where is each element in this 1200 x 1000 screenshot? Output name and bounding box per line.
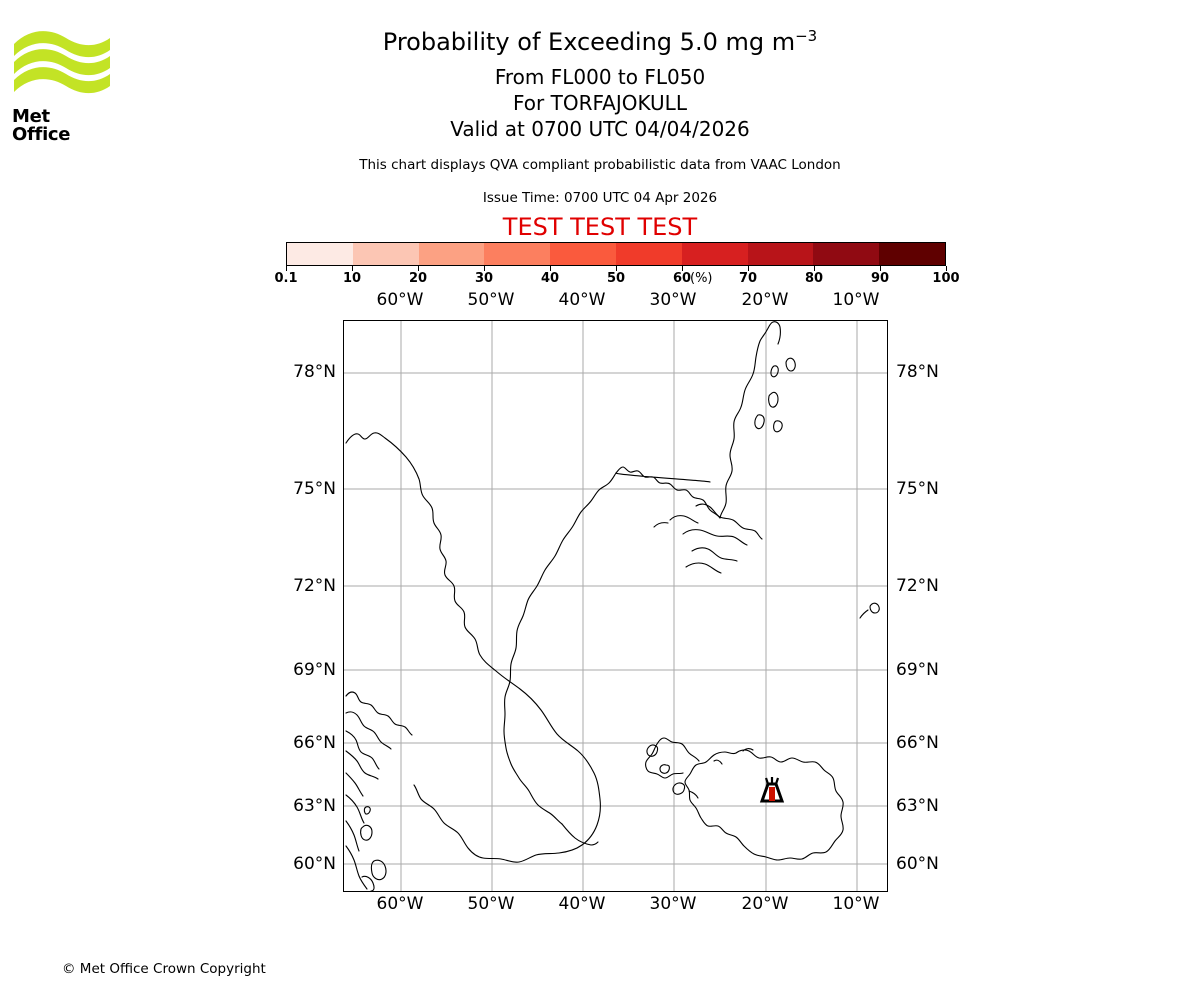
copyright-notice: © Met Office Crown Copyright (62, 961, 266, 977)
flight-level-subtitle: From FL000 to FL050 (494, 65, 706, 89)
lon-label-top-60W: 60°W (376, 290, 424, 310)
colorbar-tick-label-0.1: 0.1 (274, 271, 298, 286)
map-canvas (344, 321, 887, 891)
colorbar-tick-20 (418, 266, 420, 271)
volcano-eruption-lines (764, 777, 780, 785)
colorbar-tick-label-30: 30 (474, 271, 494, 286)
lat-label-left-69N: 69°N (293, 660, 336, 680)
lat-label-right-75N: 75°N (896, 479, 939, 499)
colorbar-tick-label-20: 20 (408, 271, 428, 286)
probability-colorbar: 0.1 10 20 30 40 50 60 70 80 90 100 (274, 242, 960, 286)
page-title-text: Probability of Exceeding 5.0 mg m (382, 28, 796, 56)
lat-label-right-63N: 63°N (896, 796, 939, 816)
colorbar-tick-40 (550, 266, 552, 271)
lat-label-left-63N: 63°N (293, 796, 336, 816)
valid-time-subtitle: Valid at 0700 UTC 04/04/2026 (450, 117, 750, 141)
colorbar-tick-0.1 (286, 266, 288, 271)
colorbar-gradient (286, 242, 946, 266)
volcano-plume-fill (769, 787, 775, 801)
map-plot-area[interactable] (343, 320, 888, 892)
lon-label-bot-60W: 60°W (376, 894, 424, 914)
lat-label-right-72N: 72°N (896, 576, 939, 596)
lon-label-top-10W: 10°W (832, 290, 880, 310)
lat-label-left-72N: 72°N (293, 576, 336, 596)
qva-compliance-note: This chart displays QVA compliant probab… (359, 157, 841, 173)
colorbar-tick-label-80: 80 (804, 271, 824, 286)
issue-time-text: Issue Time: 0700 UTC 04 Apr 2026 (482, 190, 718, 206)
coastlines (345, 321, 880, 891)
test-banner: TEST TEST TEST (502, 213, 698, 241)
met-office-logo-text: Met Office (12, 106, 71, 145)
lon-label-top-40W: 40°W (558, 290, 606, 310)
map-gridlines (344, 321, 887, 891)
lat-label-left-60N: 60°N (293, 854, 336, 874)
colorbar-tick-60 (682, 266, 684, 271)
page-title: Probability of Exceeding 5.0 mg m−3 (0, 27, 1200, 57)
lon-label-bot-30W: 30°W (649, 894, 697, 914)
volcano-marker[interactable] (759, 777, 785, 803)
met-office-logo: Met Office (12, 22, 112, 144)
lon-label-top-30W: 30°W (649, 290, 697, 310)
colorbar-tick-80 (814, 266, 816, 271)
lat-label-right-66N: 66°N (896, 733, 939, 753)
colorbar-tick-label-40: 40 (540, 271, 560, 286)
colorbar-segment-9 (879, 243, 945, 265)
colorbar-segment-1 (352, 243, 419, 265)
colorbar-tick-label-100: 100 (932, 271, 960, 286)
colorbar-tick-label-10: 10 (342, 271, 362, 286)
colorbar-segment-5 (615, 243, 682, 265)
lon-label-bot-10W: 10°W (832, 894, 880, 914)
colorbar-tick-50 (616, 266, 618, 271)
colorbar-segment-2 (418, 243, 485, 265)
colorbar-tick-labels: 0.1 10 20 30 40 50 60 70 80 90 100 (274, 271, 959, 287)
colorbar-segment-7 (747, 243, 814, 265)
colorbar-tick-label-60: 60 (672, 271, 692, 286)
lat-label-right-60N: 60°N (896, 854, 939, 874)
colorbar-tick-30 (484, 266, 486, 271)
colorbar-tick-90 (880, 266, 882, 271)
colorbar-tick-70 (748, 266, 750, 271)
lon-label-bot-40W: 40°W (558, 894, 606, 914)
colorbar-segment-4 (550, 243, 616, 265)
colorbar-unit-label: (%) (690, 271, 713, 286)
lon-label-bot-50W: 50°W (467, 894, 515, 914)
colorbar-tick-label-70: 70 (738, 271, 758, 286)
lon-label-top-50W: 50°W (467, 290, 515, 310)
colorbar-tick-10 (352, 266, 354, 271)
lat-label-left-75N: 75°N (293, 479, 336, 499)
colorbar-segment-3 (484, 243, 551, 265)
lon-label-bot-20W: 20°W (741, 894, 789, 914)
colorbar-tick-label-50: 50 (606, 271, 626, 286)
lat-label-left-66N: 66°N (293, 733, 336, 753)
lon-label-top-20W: 20°W (741, 290, 789, 310)
lat-label-right-78N: 78°N (896, 362, 939, 382)
page-title-exponent: −3 (795, 27, 818, 45)
colorbar-segment-6 (681, 243, 748, 265)
colorbar-segment-8 (813, 243, 880, 265)
colorbar-tick-label-90: 90 (870, 271, 890, 286)
met-office-wave-mark (14, 31, 110, 94)
lat-label-left-78N: 78°N (293, 362, 336, 382)
lat-label-right-69N: 69°N (896, 660, 939, 680)
colorbar-tick-100 (946, 266, 948, 271)
colorbar-ticks (286, 266, 948, 272)
volcano-subtitle: For TORFAJOKULL (513, 91, 687, 115)
colorbar-segment-0 (287, 243, 353, 265)
